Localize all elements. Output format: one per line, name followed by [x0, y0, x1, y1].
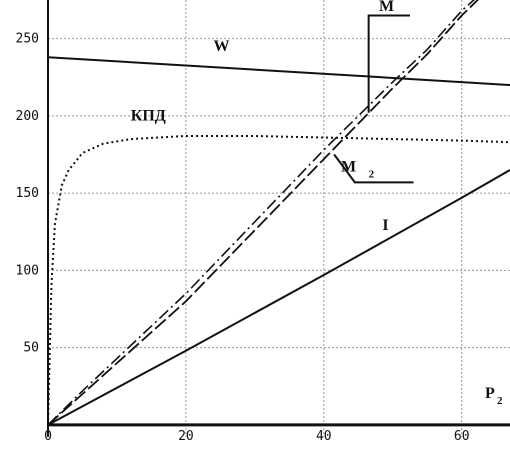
- y-tick-label: 100: [16, 263, 39, 278]
- series-line-m: [47, 0, 475, 426]
- series-label-kpd: КПД: [131, 108, 166, 125]
- x-tick-label: 60: [454, 429, 470, 444]
- y-tick-label: 250: [16, 32, 39, 47]
- series-label-m2-sub: 2: [369, 169, 375, 181]
- series-label-m: M: [379, 0, 394, 15]
- y-tick-label: 200: [16, 109, 39, 124]
- leader-line-m: [367, 14, 411, 113]
- y-tick-label: 150: [16, 186, 39, 201]
- series-line-i: [47, 169, 510, 426]
- axes: [47, 0, 510, 437]
- x-tick-label: 40: [316, 429, 332, 444]
- series-group: [47, 0, 510, 426]
- leader-line-m2: [333, 153, 414, 184]
- series-line-w: [47, 56, 510, 86]
- series-label-w: W: [213, 38, 229, 55]
- x-axis-label-sub: 2: [497, 395, 503, 407]
- x-axis-label: P: [485, 385, 495, 402]
- series-line-kpd: [47, 135, 510, 425]
- series-label-i: I: [382, 217, 388, 234]
- y-tick-label: 50: [23, 341, 39, 356]
- series-line-m2: [47, 0, 479, 426]
- series-label-m2: M: [341, 159, 356, 176]
- x-tick-label: 20: [178, 429, 194, 444]
